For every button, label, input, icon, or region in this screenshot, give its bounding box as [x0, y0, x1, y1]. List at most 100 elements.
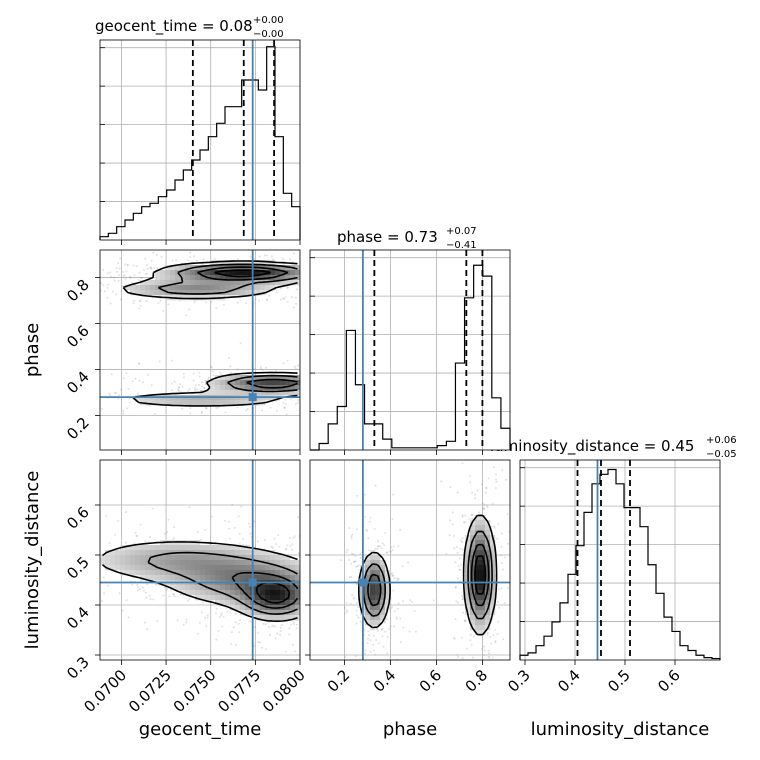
density-cell	[130, 550, 135, 555]
sample-point	[355, 655, 357, 657]
density-cell	[200, 565, 205, 570]
sample-point	[368, 549, 370, 551]
sample-point	[288, 633, 290, 635]
sample-point	[357, 617, 359, 619]
sample-point	[275, 638, 277, 640]
sample-point	[133, 302, 135, 304]
density-cell	[240, 595, 245, 600]
sample-point	[110, 303, 112, 305]
density-cell	[295, 560, 300, 565]
sample-point	[182, 386, 184, 388]
density-cell	[145, 545, 150, 550]
density-cell	[190, 545, 195, 550]
sample-point	[138, 362, 140, 364]
sample-point	[125, 278, 127, 280]
density-cell	[190, 275, 195, 280]
density-cell	[185, 545, 190, 550]
density-cell	[150, 285, 155, 290]
sample-point	[134, 542, 136, 544]
sample-point	[146, 583, 148, 585]
density-cell	[150, 570, 155, 575]
density-cell	[100, 560, 105, 565]
density-cell	[170, 560, 175, 565]
sample-point	[485, 487, 487, 489]
x-tick-label-luminosity_distance: 0.3	[504, 666, 534, 696]
sample-point	[210, 301, 212, 303]
density-cell	[160, 270, 165, 275]
sample-point	[211, 516, 213, 518]
sample-point	[137, 392, 139, 394]
sample-point	[501, 532, 503, 534]
density-cell	[190, 590, 195, 595]
sample-point	[271, 625, 273, 627]
sample-point	[278, 546, 280, 548]
density-cell	[255, 555, 260, 560]
sample-point	[115, 293, 117, 295]
density-cell	[105, 560, 110, 565]
sample-point	[213, 374, 215, 376]
sample-point	[462, 612, 464, 614]
density-cell	[290, 270, 295, 275]
sample-point	[273, 538, 275, 540]
density-cell	[225, 385, 230, 390]
density-cell	[265, 590, 270, 595]
sample-point	[497, 601, 499, 603]
sample-point	[453, 535, 455, 537]
sample-point	[291, 543, 293, 545]
density-cell	[135, 560, 140, 565]
sample-point	[402, 600, 404, 602]
sample-point	[245, 302, 247, 304]
sample-point	[125, 372, 127, 374]
sample-point	[377, 540, 379, 542]
density-cell	[115, 555, 120, 560]
sample-point	[219, 372, 221, 374]
sample-point	[183, 377, 185, 379]
sample-point	[107, 287, 109, 289]
density-cell	[140, 555, 145, 560]
density-cell	[220, 560, 225, 565]
sample-point	[226, 611, 228, 613]
sample-point	[397, 545, 399, 547]
hist-panel-geocent_time	[100, 40, 300, 240]
panel-background	[100, 40, 300, 240]
density-cell	[210, 545, 215, 550]
sample-point	[150, 267, 152, 269]
density-cell	[470, 530, 475, 535]
sample-point	[231, 631, 233, 633]
sample-point	[147, 268, 149, 270]
sample-point	[389, 611, 391, 613]
sample-point	[457, 656, 459, 658]
sample-point	[367, 537, 369, 539]
sample-point	[242, 538, 244, 540]
density-cell	[270, 565, 275, 570]
density-cell	[145, 570, 150, 575]
density-cell	[365, 560, 370, 565]
sample-point	[498, 607, 500, 609]
sample-point	[470, 634, 472, 636]
density-cell	[210, 595, 215, 600]
sample-point	[386, 551, 388, 553]
sample-point	[143, 269, 145, 271]
density-cell	[235, 390, 240, 395]
sample-point	[174, 596, 176, 598]
sample-point	[229, 365, 231, 367]
sample-point	[356, 528, 358, 530]
sample-point	[204, 529, 206, 531]
density-cell	[205, 595, 210, 600]
sample-point	[462, 462, 464, 464]
sample-point	[472, 657, 474, 659]
sample-point	[174, 381, 176, 383]
sample-point	[378, 642, 380, 644]
density-cell	[135, 565, 140, 570]
sample-point	[107, 585, 109, 587]
sample-point	[193, 379, 195, 381]
sample-point	[348, 527, 350, 529]
density-cell	[170, 270, 175, 275]
sample-point	[347, 549, 349, 551]
sample-point	[367, 630, 369, 632]
density-cell	[155, 280, 160, 285]
sample-point	[392, 494, 394, 496]
density-cell	[135, 550, 140, 555]
sample-point	[488, 477, 490, 479]
sample-point	[132, 380, 134, 382]
